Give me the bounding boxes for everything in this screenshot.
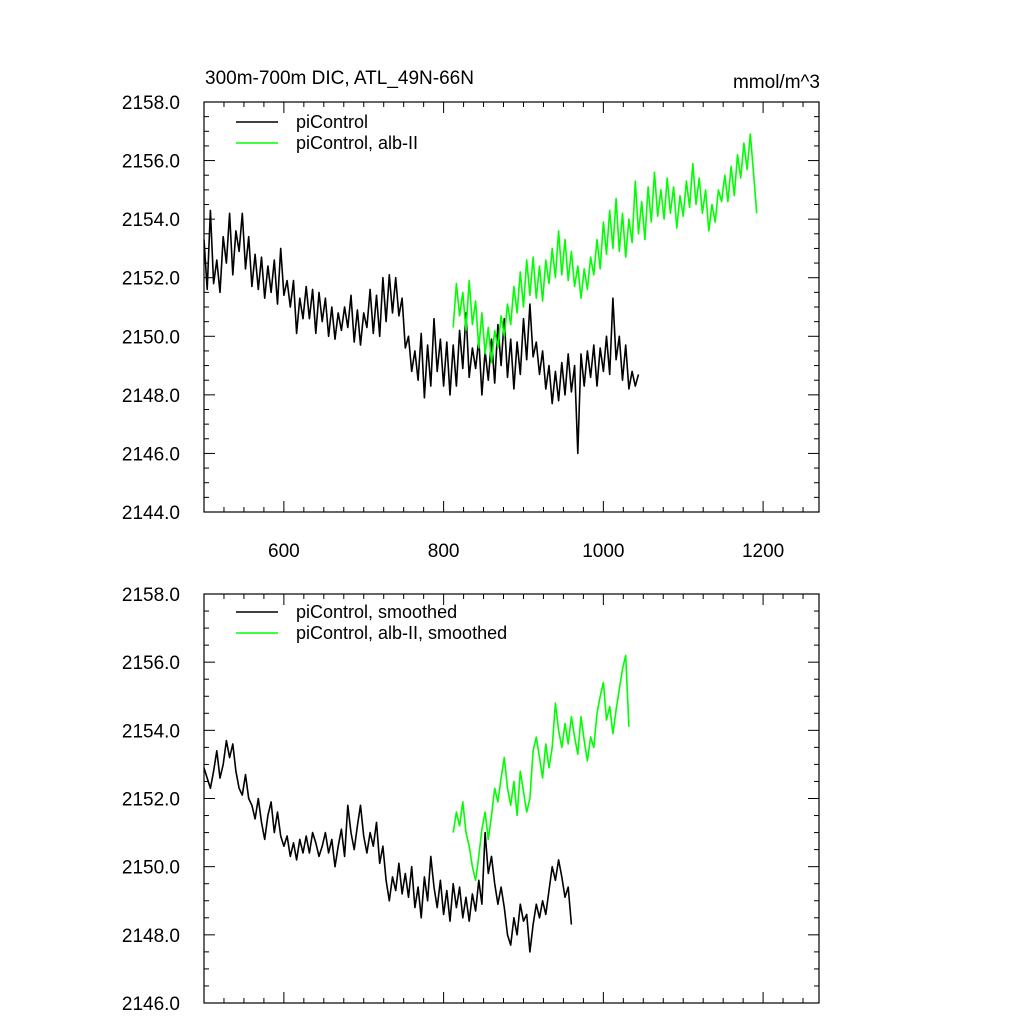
y-tick-label: 2146.0 <box>122 444 180 465</box>
y-tick-label: 2152.0 <box>122 269 180 290</box>
y-tick-label: 2146.0 <box>122 994 180 1015</box>
y-tick-label: 2144.0 <box>122 503 180 524</box>
y-tick-label: 2158.0 <box>122 585 180 606</box>
top-series-lines <box>204 133 758 455</box>
units-label: mmol/m^3 <box>733 72 820 93</box>
legend-entry: piControl, alb-II <box>296 133 418 153</box>
x-tick-label: 1200 <box>742 541 784 562</box>
y-tick-label: 2156.0 <box>122 653 180 674</box>
y-tick-label: 2154.0 <box>122 721 180 742</box>
legend-entry: piControl, smoothed <box>296 602 457 622</box>
series-line-alb-ii <box>452 133 758 364</box>
y-tick-label: 2154.0 <box>122 210 180 231</box>
y-tick-label: 2156.0 <box>122 152 180 173</box>
x-tick-label: 1000 <box>582 541 624 562</box>
y-tick-label: 2158.0 <box>122 93 180 114</box>
bottom-axes: 2146.0 2148.0 2150.0 2152.0 2154.0 2156.0 2158… <box>122 585 820 1015</box>
legend-entry: piControl <box>296 112 368 132</box>
legend-entry: piControl, alb-II, smoothed <box>296 623 507 643</box>
y-tick-label: 2148.0 <box>122 386 180 407</box>
x-tick-label: 800 <box>428 541 460 562</box>
bottom-series-lines <box>204 654 630 953</box>
series-line-picontrol <box>204 209 640 455</box>
series-line-alb-ii <box>452 654 630 882</box>
top-panel: 300m-700m DIC, ATL_49N-66N mmol/m^3 2144… <box>122 68 820 562</box>
series-line-picontrol <box>204 739 573 953</box>
y-tick-label: 2150.0 <box>122 327 180 348</box>
chart-title: 300m-700m DIC, ATL_49N-66N <box>205 68 474 89</box>
y-tick-label: 2150.0 <box>122 858 180 879</box>
bottom-panel: 2146.0 2148.0 2150.0 2152.0 2154.0 2156.0 2158… <box>122 585 820 1015</box>
top-axes: 2144.0 2146.0 2148.0 2150.0 2152.0 2154.0 2156… <box>122 93 820 562</box>
x-tick-label: 600 <box>268 541 300 562</box>
y-tick-label: 2152.0 <box>122 790 180 811</box>
y-tick-label: 2148.0 <box>122 926 180 947</box>
